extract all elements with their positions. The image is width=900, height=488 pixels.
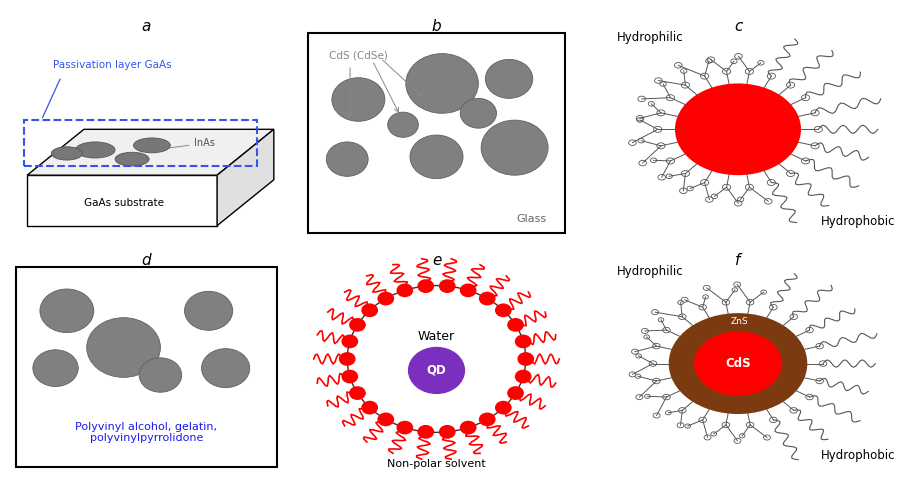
- Circle shape: [508, 318, 524, 332]
- Circle shape: [406, 54, 479, 113]
- Circle shape: [397, 421, 413, 434]
- Text: Glass: Glass: [517, 214, 546, 224]
- Text: CdS (CdSe): CdS (CdSe): [328, 51, 388, 61]
- Polygon shape: [27, 129, 274, 175]
- Text: b: b: [432, 19, 441, 34]
- Circle shape: [485, 60, 533, 99]
- Circle shape: [409, 347, 464, 393]
- Circle shape: [694, 331, 782, 396]
- Bar: [308, 33, 565, 233]
- Circle shape: [397, 284, 413, 297]
- Text: c: c: [734, 19, 742, 34]
- Circle shape: [361, 304, 378, 317]
- Text: f: f: [735, 253, 741, 268]
- Circle shape: [418, 425, 434, 439]
- Circle shape: [410, 135, 463, 179]
- Circle shape: [349, 318, 365, 332]
- Circle shape: [495, 401, 512, 414]
- Circle shape: [515, 335, 532, 348]
- Ellipse shape: [51, 147, 83, 160]
- Text: ZnS: ZnS: [731, 317, 749, 325]
- Text: Passivation layer GaAs: Passivation layer GaAs: [53, 60, 172, 70]
- Circle shape: [482, 120, 548, 175]
- Text: Water: Water: [418, 329, 455, 343]
- Circle shape: [460, 421, 476, 434]
- Circle shape: [479, 412, 496, 426]
- Circle shape: [184, 291, 233, 330]
- Circle shape: [377, 292, 394, 305]
- Text: Hydrophobic: Hydrophobic: [821, 215, 895, 227]
- Text: Non-polar solvent: Non-polar solvent: [387, 460, 486, 469]
- Circle shape: [361, 401, 378, 414]
- Polygon shape: [27, 175, 217, 225]
- Circle shape: [669, 313, 807, 414]
- Circle shape: [347, 285, 526, 432]
- Circle shape: [479, 292, 496, 305]
- Circle shape: [338, 352, 356, 366]
- Circle shape: [439, 279, 455, 293]
- Circle shape: [460, 284, 476, 297]
- Ellipse shape: [76, 142, 115, 158]
- Circle shape: [33, 350, 78, 386]
- Text: a: a: [141, 19, 151, 34]
- Circle shape: [341, 369, 358, 384]
- Circle shape: [327, 142, 368, 176]
- Circle shape: [439, 425, 455, 439]
- Ellipse shape: [133, 138, 170, 153]
- Polygon shape: [217, 129, 274, 225]
- Circle shape: [341, 335, 358, 348]
- Ellipse shape: [115, 152, 149, 166]
- Circle shape: [508, 386, 524, 400]
- Circle shape: [675, 83, 801, 175]
- Text: CdS: CdS: [725, 357, 751, 370]
- Circle shape: [460, 99, 497, 128]
- Circle shape: [332, 78, 385, 122]
- Circle shape: [418, 279, 434, 293]
- Circle shape: [495, 304, 512, 317]
- Circle shape: [388, 112, 418, 137]
- Text: QD: QD: [427, 364, 446, 377]
- Circle shape: [202, 348, 249, 387]
- Text: Hydrophilic: Hydrophilic: [616, 31, 683, 44]
- Circle shape: [515, 369, 532, 384]
- Text: e: e: [432, 253, 441, 268]
- Circle shape: [349, 386, 365, 400]
- Circle shape: [518, 352, 535, 366]
- Text: Polyvinyl alcohol, gelatin,
polyvinylpyrrolidone: Polyvinyl alcohol, gelatin, polyvinylpyr…: [76, 422, 217, 443]
- Text: GaAs substrate: GaAs substrate: [84, 198, 164, 208]
- Text: Hydrophobic: Hydrophobic: [821, 449, 895, 462]
- Circle shape: [140, 358, 182, 392]
- Text: InAs: InAs: [140, 138, 215, 152]
- Circle shape: [377, 412, 394, 426]
- Bar: [24, 120, 256, 166]
- Text: Hydrophilic: Hydrophilic: [616, 265, 683, 278]
- Circle shape: [40, 289, 94, 333]
- Bar: [16, 267, 276, 467]
- Text: d: d: [141, 253, 151, 268]
- Circle shape: [86, 318, 160, 377]
